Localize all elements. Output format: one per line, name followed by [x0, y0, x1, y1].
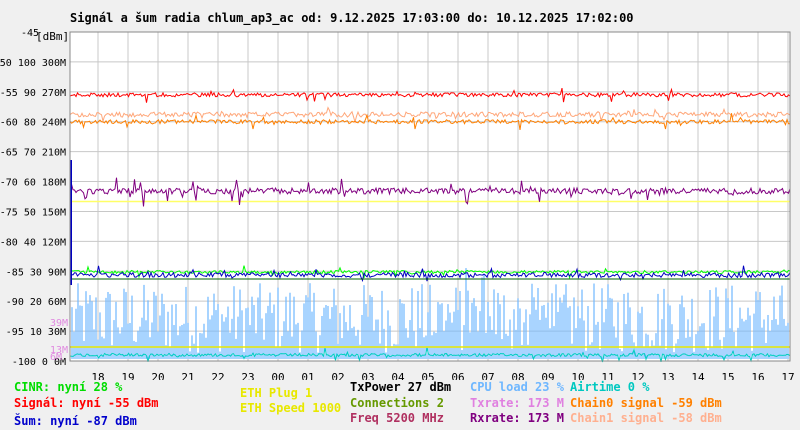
y-top-label: -45	[21, 28, 39, 39]
x-tick-label: 13	[661, 371, 674, 380]
x-tick-label: 10	[571, 371, 584, 380]
x-tick-label: 05	[421, 371, 434, 380]
x-tick-label: 02	[331, 371, 344, 380]
series-chain0	[69, 113, 790, 130]
chart-title: Signál a šum radia chlum_ap3_ac od: 9.12…	[70, 11, 634, 25]
x-tick-label: 03	[361, 371, 374, 380]
y-tick-label: -75 50 150M	[0, 207, 66, 218]
y-tick-label: -95 10 30M	[6, 327, 66, 338]
series-line-airtime	[69, 347, 791, 363]
series-chain1	[69, 106, 791, 124]
x-tick-label: 22	[211, 371, 224, 380]
x-tick-label: 08	[511, 371, 524, 380]
legend-txrate: Txrate: 173 M	[470, 396, 564, 410]
x-tick-label: 21	[181, 371, 194, 380]
legend-eth-plug: ETH Plug 1	[240, 386, 313, 400]
legend-eth-speed: ETH Speed 1000	[240, 401, 342, 415]
legend-cinr: CINR: nyní 28 %	[14, 380, 123, 394]
legend-chain1: Chain1 signal -58 dBm	[570, 411, 722, 425]
x-tick-label: 17	[781, 371, 794, 380]
legend-freq: Freq 5200 MHz	[350, 411, 444, 425]
plot-border	[69, 31, 791, 362]
x-tick-label: 11	[601, 371, 614, 380]
x-tick-label: 18	[91, 371, 104, 380]
legend-rxrate: Rxrate: 173 M	[470, 411, 564, 425]
series-airtime	[69, 347, 791, 363]
secondary-tick-label: 6M	[50, 352, 62, 363]
x-tick-label: 09	[541, 371, 554, 380]
x-tick-label: 15	[721, 371, 734, 380]
legend-airtime: Airtime 0 %	[570, 380, 650, 394]
x-tick-label: 06	[451, 371, 464, 380]
x-tick-label: 01	[301, 371, 314, 380]
x-tick-label: 00	[271, 371, 284, 380]
y-tick-label: -55 90 270M	[0, 88, 66, 99]
series-line-chain1	[69, 106, 791, 124]
secondary-tick-label: 13M	[50, 345, 68, 356]
x-tick-label: 14	[691, 371, 705, 380]
secondary-tick-label: 39M	[50, 318, 68, 329]
legend-chain0: Chain0 signal -59 dBm	[570, 396, 722, 410]
x-tick-label: 16	[751, 371, 764, 380]
series-line-noise	[69, 265, 791, 283]
y-tick-label: -50 100 300M	[0, 58, 66, 69]
legend-noise: Šum: nyní -87 dBm	[14, 414, 137, 428]
y-tick-label: -100 0 0M	[12, 357, 66, 368]
x-tick-label: 07	[481, 371, 494, 380]
legend-connections: Connections 2	[350, 396, 444, 410]
legend-signal: Signál: nyní -55 dBm	[14, 396, 159, 410]
y-tick-label: -90 20 60M	[6, 297, 66, 308]
x-tick-label: 12	[631, 371, 644, 380]
series-line-chain0	[69, 113, 790, 130]
y-tick-label: -85 30 90M	[6, 267, 66, 278]
series-rxrate	[69, 177, 791, 207]
chart-plot: -50 100 300M -55 90 270M -60 80 240M -65 70…	[0, 28, 795, 380]
y-axis-unit-dbm: [dBm]	[36, 30, 70, 43]
legend-txpower: TxPower 27 dBm	[350, 380, 452, 394]
series-signal	[69, 87, 791, 103]
y-tick-label: -80 40 120M	[0, 237, 66, 248]
y-tick-label: -65 70 210M	[0, 148, 66, 159]
y-tick-label: -60 80 240M	[0, 118, 66, 129]
series-line-signal	[69, 87, 791, 103]
series-noise	[69, 265, 791, 283]
x-tick-label: 19	[121, 371, 134, 380]
x-tick-label: 04	[391, 371, 405, 380]
legend-cpu-load: CPU load 23 %	[470, 380, 564, 394]
y-tick-label: -70 60 180M	[0, 178, 66, 189]
x-tick-label: 23	[241, 371, 254, 380]
x-tick-label: 20	[151, 371, 164, 380]
series-line-rxrate	[69, 177, 791, 207]
